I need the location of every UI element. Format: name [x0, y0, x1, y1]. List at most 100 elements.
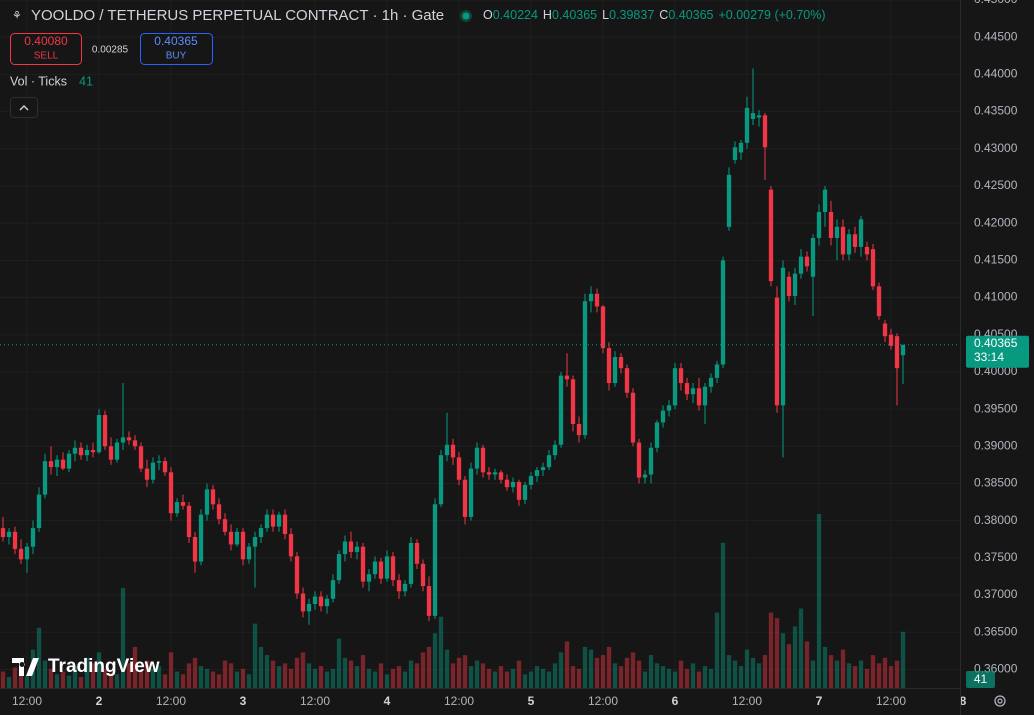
volume-bar — [126, 663, 132, 688]
volume-bar — [12, 667, 18, 688]
candle-body — [258, 528, 264, 538]
volume-bar — [198, 666, 204, 688]
volume-bar — [726, 655, 732, 688]
volume-bar — [6, 677, 12, 688]
volume-bar — [168, 652, 174, 688]
candle-body — [708, 377, 714, 387]
candle-body — [876, 286, 882, 317]
volume-bar — [720, 542, 726, 688]
volume-bar — [348, 660, 354, 688]
volume-bar — [252, 623, 258, 688]
ohlc-legend: O0.40224 H0.40365 L0.39837 C0.40365 +0.00279… — [483, 8, 826, 22]
volume-bar — [48, 668, 54, 688]
x-tick-label: 12:00 — [300, 694, 330, 708]
price-label-box — [966, 335, 1029, 368]
candle-body — [864, 246, 870, 255]
volume-bar — [678, 660, 684, 688]
o-label: O — [483, 8, 493, 22]
settings-icon[interactable] — [994, 695, 1006, 707]
candle-body — [654, 422, 660, 448]
candle-body — [276, 514, 282, 527]
candle-body — [888, 334, 894, 346]
buy-label[interactable]: BUY — [166, 51, 187, 62]
settings-button[interactable] — [994, 695, 1006, 707]
candle-body — [318, 596, 324, 607]
volume-bar — [120, 587, 126, 688]
volume-bar — [630, 652, 636, 688]
spread: 0.00285 — [92, 45, 129, 56]
volume-bar — [786, 644, 792, 688]
volume-bar — [780, 633, 786, 688]
candle-body — [180, 502, 186, 506]
candle-body — [384, 556, 390, 579]
volume-bar — [132, 646, 138, 688]
volume-bar — [834, 660, 840, 688]
volume-bar — [828, 655, 834, 688]
candle-body — [450, 444, 456, 458]
candle-body — [882, 323, 888, 337]
volume-bar — [24, 675, 30, 688]
candle-body — [264, 514, 270, 529]
buy-price[interactable]: 0.40365 — [154, 34, 198, 48]
sell-label[interactable]: SELL — [34, 51, 59, 62]
grid — [0, 0, 960, 688]
candle-body — [30, 528, 36, 547]
candle-body — [828, 211, 834, 239]
candle-body — [474, 447, 480, 469]
sell-box[interactable] — [10, 33, 82, 65]
buy-button[interactable]: 0.40365 BUY — [140, 33, 213, 65]
volume-bar — [258, 646, 264, 688]
volume-bar — [336, 638, 342, 688]
sell-button[interactable]: 0.40080 SELL — [10, 33, 82, 65]
volume-bar — [894, 660, 900, 688]
volume-bar — [294, 657, 300, 688]
collapse-chevron[interactable] — [19, 105, 29, 111]
candle-body — [612, 357, 618, 384]
volume-bar — [618, 666, 624, 688]
candle-body — [198, 514, 204, 562]
candle-body — [636, 442, 642, 478]
volume-bar — [600, 655, 606, 688]
h-value: 0.40365 — [552, 8, 597, 22]
volume-bar — [246, 674, 252, 688]
candle-body — [510, 481, 516, 488]
candle-body — [588, 293, 594, 302]
volume-bar — [96, 652, 102, 688]
volume-bar — [888, 666, 894, 688]
collapse-button[interactable] — [10, 97, 38, 118]
volume-bar — [642, 671, 648, 688]
candle-body — [210, 489, 216, 505]
logo: TradingView — [12, 656, 160, 677]
volume-bar — [852, 666, 858, 688]
settings-icon-center[interactable] — [997, 698, 1003, 704]
volume-bar — [174, 671, 180, 688]
sell-price[interactable]: 0.40080 — [24, 34, 68, 48]
candle-body — [660, 410, 666, 423]
volume-bar — [588, 649, 594, 688]
volume-bar — [72, 666, 78, 688]
volume-bar — [402, 671, 408, 688]
y-tick-label: 0.41000 — [974, 290, 1018, 304]
candle-body — [24, 546, 30, 560]
candle-body — [186, 505, 192, 538]
candle-body — [456, 457, 462, 480]
candle-body — [786, 276, 792, 297]
y-tick-label: 0.44000 — [974, 67, 1018, 81]
volume-bar — [552, 663, 558, 688]
candle-body — [78, 447, 84, 456]
volume-bar — [342, 657, 348, 688]
volume-bar — [390, 668, 396, 688]
candle-body — [114, 442, 120, 460]
candle-body — [486, 472, 492, 475]
candle-body — [576, 423, 582, 436]
volume-bar — [654, 663, 660, 688]
volume-bar — [840, 649, 846, 688]
candle-body — [438, 455, 444, 505]
candle-body — [300, 593, 306, 612]
buy-box[interactable] — [140, 33, 213, 65]
volume-bar — [282, 663, 288, 688]
volume-legend: Vol · Ticks — [10, 74, 67, 88]
collapse-box[interactable] — [10, 97, 38, 118]
